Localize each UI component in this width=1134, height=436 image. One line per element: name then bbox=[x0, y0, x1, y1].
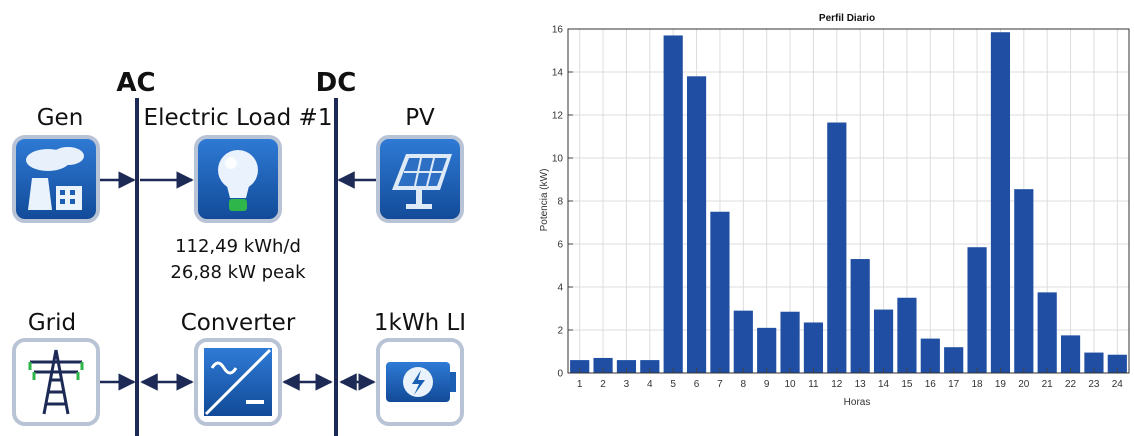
gen-label: Gen bbox=[37, 105, 84, 131]
bar-hour-4 bbox=[640, 360, 660, 373]
bar-hour-8 bbox=[733, 310, 753, 373]
bar-hour-6 bbox=[686, 76, 707, 374]
y-tick-label: 10 bbox=[552, 154, 564, 165]
bar-hour-2 bbox=[593, 357, 613, 373]
x-tick-label: 6 bbox=[694, 379, 700, 390]
x-tick-label: 17 bbox=[948, 379, 960, 390]
bar-hour-1 bbox=[570, 360, 590, 373]
grid-label: Grid bbox=[28, 310, 76, 336]
bar-hour-24 bbox=[1107, 354, 1127, 373]
y-tick-label: 2 bbox=[557, 326, 563, 337]
bar-hour-11 bbox=[803, 322, 824, 373]
bar-hour-15 bbox=[897, 297, 917, 373]
y-tick-label: 6 bbox=[557, 240, 563, 251]
x-tick-label: 7 bbox=[717, 379, 723, 390]
x-tick-label: 18 bbox=[972, 379, 984, 390]
x-tick-label: 19 bbox=[995, 379, 1007, 390]
battery-icon[interactable] bbox=[376, 338, 464, 426]
bar-hour-19 bbox=[990, 32, 1011, 373]
chart-title: Perfil Diario bbox=[819, 13, 875, 24]
bar-hour-14 bbox=[873, 309, 894, 373]
load-energy-text: 112,49 kWh/d bbox=[175, 236, 301, 257]
bar-hour-9 bbox=[757, 327, 777, 373]
bar-hour-20 bbox=[1014, 189, 1034, 373]
battery-label: 1kWh LI bbox=[374, 310, 466, 336]
y-tick-label: 4 bbox=[557, 283, 563, 294]
y-tick-label: 14 bbox=[552, 68, 564, 79]
x-tick-label: 16 bbox=[925, 379, 937, 390]
inverter-icon[interactable] bbox=[194, 338, 282, 426]
y-tick-label: 8 bbox=[557, 197, 563, 208]
bar-hour-10 bbox=[780, 311, 800, 373]
chart-bars bbox=[570, 32, 1127, 374]
transmission-tower-icon[interactable] bbox=[12, 338, 100, 426]
x-tick-label: 10 bbox=[785, 379, 797, 390]
bar-hour-5 bbox=[663, 35, 683, 373]
y-tick-label: 12 bbox=[552, 111, 564, 122]
converter-label: Converter bbox=[181, 310, 296, 336]
x-tick-label: 12 bbox=[831, 379, 843, 390]
x-tick-label: 13 bbox=[855, 379, 867, 390]
bar-hour-3 bbox=[616, 360, 637, 373]
plot-frame bbox=[567, 28, 1130, 374]
power-plant-icon[interactable] bbox=[12, 135, 100, 223]
solar-panel-icon[interactable] bbox=[376, 135, 464, 223]
x-tick-label: 14 bbox=[878, 379, 890, 390]
bus-label-dc: DC bbox=[316, 68, 357, 98]
x-tick-label: 20 bbox=[1018, 379, 1030, 390]
x-tick-label: 8 bbox=[741, 379, 747, 390]
x-tick-label: 5 bbox=[670, 379, 676, 390]
y-axis-label: Potencia (kW) bbox=[539, 169, 550, 232]
x-tick-label: 9 bbox=[764, 379, 770, 390]
x-tick-label: 23 bbox=[1088, 379, 1100, 390]
x-tick-label: 11 bbox=[808, 379, 819, 390]
x-axis-label: Horas bbox=[844, 397, 871, 408]
bar-hour-7 bbox=[710, 211, 730, 373]
bar-hour-12 bbox=[827, 122, 847, 374]
x-tick-label: 21 bbox=[1042, 379, 1054, 390]
pv-label: PV bbox=[405, 105, 435, 131]
bar-hour-13 bbox=[850, 259, 870, 373]
x-tick-label: 1 bbox=[577, 379, 583, 390]
x-tick-label: 2 bbox=[600, 379, 606, 390]
bar-hour-21 bbox=[1037, 292, 1057, 373]
bar-hour-23 bbox=[1084, 352, 1104, 373]
light-bulb-icon[interactable] bbox=[194, 135, 282, 223]
bar-hour-18 bbox=[967, 247, 987, 373]
load-label: Electric Load #1 bbox=[144, 105, 333, 131]
x-tick-label: 4 bbox=[647, 379, 653, 390]
y-tick-label: 16 bbox=[552, 25, 564, 36]
bar-hour-22 bbox=[1060, 335, 1081, 373]
x-tick-label: 24 bbox=[1112, 379, 1124, 390]
system-diagram: AC DC Gen Electric Load #1 PV Grid Conve… bbox=[12, 68, 466, 436]
bar-hour-16 bbox=[920, 338, 940, 373]
y-tick-label: 0 bbox=[557, 369, 563, 380]
load-peak-text: 26,88 kW peak bbox=[170, 262, 306, 283]
bar-hour-17 bbox=[944, 347, 964, 373]
chart-grid bbox=[568, 28, 1129, 374]
x-tick-label: 22 bbox=[1065, 379, 1077, 390]
bus-label-ac: AC bbox=[116, 68, 155, 98]
x-tick-label: 15 bbox=[901, 379, 913, 390]
x-tick-label: 3 bbox=[624, 379, 630, 390]
